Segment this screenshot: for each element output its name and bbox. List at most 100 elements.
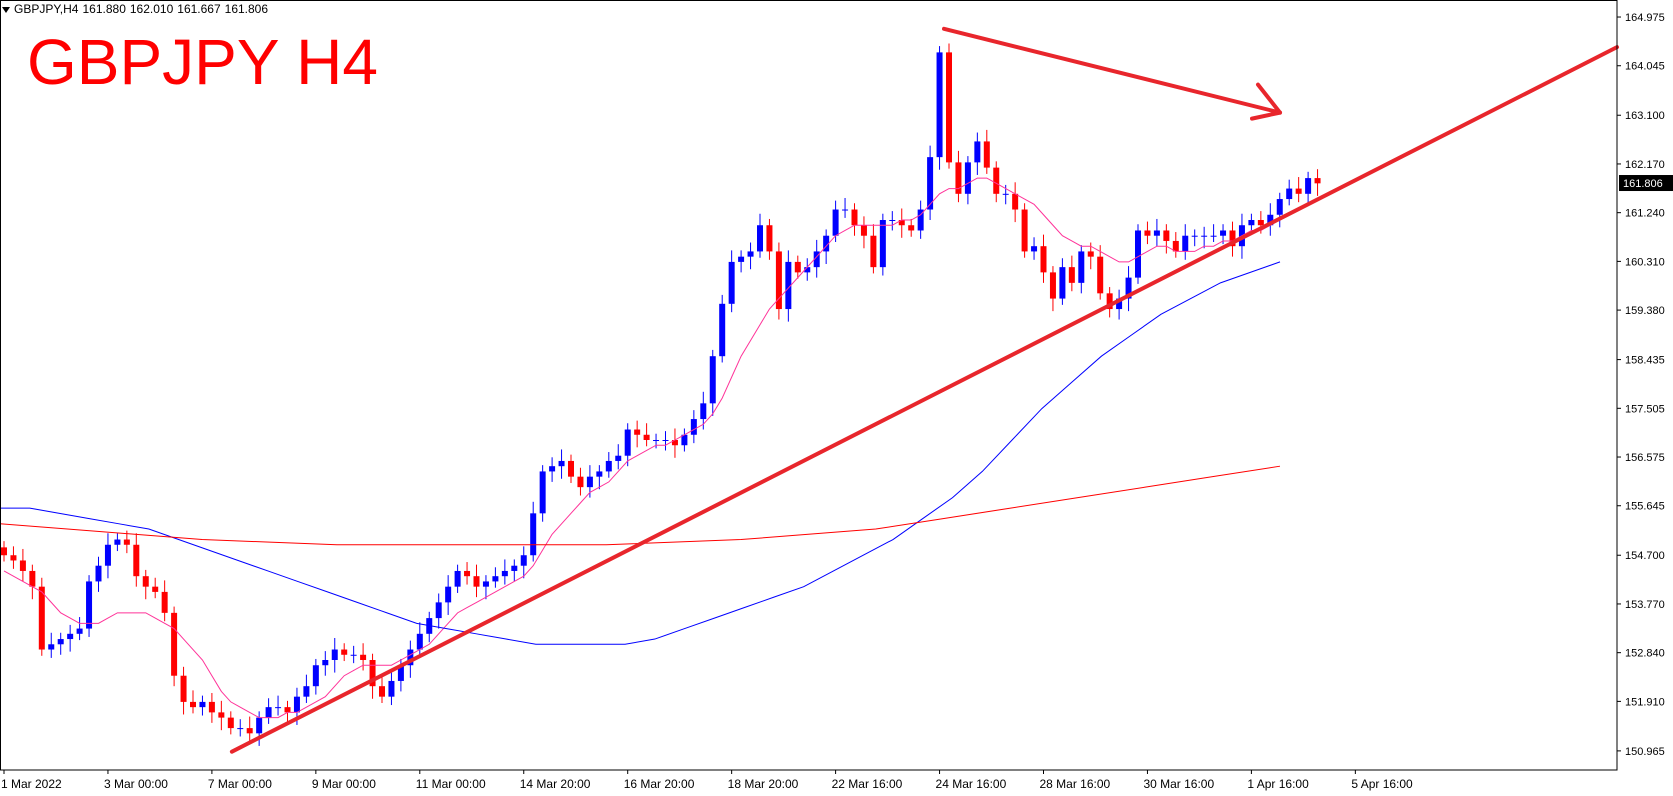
candle-body [568, 460, 574, 477]
candle-body [898, 220, 905, 226]
candle-body [549, 466, 556, 472]
moving-averages-layer [0, 177, 1281, 719]
candle-body [341, 649, 348, 655]
candle-body [1314, 178, 1321, 184]
candle-body [1276, 199, 1283, 215]
candle-body [671, 440, 678, 446]
x-tick-label: 30 Mar 16:00 [1143, 777, 1214, 791]
high-value: 162.010 [129, 2, 174, 16]
candle-body [48, 644, 55, 650]
candle-body [813, 251, 820, 268]
candle-body [1012, 193, 1019, 210]
y-tick-label: 155.645 [1625, 501, 1665, 513]
candle-body [539, 471, 546, 514]
x-tick-label: 22 Mar 16:00 [832, 777, 903, 791]
candle-body [1021, 209, 1028, 252]
candle-body [123, 539, 130, 545]
close-value: 161.806 [224, 2, 269, 16]
candle-body [653, 440, 660, 441]
candle-body [388, 680, 395, 697]
candle-body [397, 665, 404, 681]
y-tick-label: 154.700 [1625, 550, 1665, 562]
y-tick-label: 161.240 [1625, 208, 1665, 220]
x-tick-label: 11 Mar 00:00 [416, 777, 486, 791]
candle-body [10, 555, 17, 561]
candle-body [86, 581, 93, 629]
uptrend-line [229, 45, 1619, 754]
candle-body [1201, 235, 1208, 237]
candle-body [350, 654, 357, 656]
candle-body [133, 544, 140, 577]
candle-body [851, 209, 858, 226]
candle-body [974, 141, 981, 163]
y-tick-label: 156.575 [1625, 452, 1665, 464]
candle-body [530, 513, 537, 556]
candle-body [482, 581, 489, 587]
y-tick-label: 158.435 [1625, 355, 1665, 367]
candle-body [303, 686, 310, 697]
candle-body [577, 476, 584, 488]
candle-body [265, 707, 272, 718]
candles-layer [1, 43, 1321, 746]
x-tick-label: 1 Mar 2022 [1, 777, 62, 791]
y-tick-label: 163.100 [1625, 110, 1665, 122]
y-tick-label: 152.840 [1625, 648, 1665, 660]
candle-body [1267, 214, 1274, 226]
candle-body [681, 434, 688, 446]
dropdown-triangle-icon[interactable] [2, 6, 10, 13]
candle-body [454, 570, 461, 587]
y-tick-label: 162.170 [1625, 159, 1665, 171]
candle-body [237, 728, 244, 730]
candle-body [293, 696, 300, 713]
candle-body [180, 675, 187, 702]
candle-body [1135, 230, 1141, 278]
candle-body [1144, 230, 1151, 236]
candle-body [1068, 267, 1075, 283]
candle-body [794, 261, 801, 273]
candle-body [927, 157, 934, 210]
candle-body [1191, 235, 1198, 237]
y-tick-label: 164.975 [1625, 12, 1665, 24]
candle-body [1125, 277, 1132, 299]
candle-body [1257, 220, 1264, 226]
candle-body [57, 639, 64, 645]
candle-body [757, 225, 763, 252]
candle-body [1002, 193, 1009, 195]
candle-body [1163, 230, 1170, 241]
candle-body [369, 660, 376, 687]
candle-body [1210, 235, 1217, 237]
candle-body [596, 471, 603, 477]
candle-body [823, 235, 830, 252]
candle-body [1087, 251, 1094, 257]
candle-body [842, 209, 849, 211]
candle-body [312, 665, 319, 687]
candle-body [804, 267, 811, 273]
candle-body [142, 576, 149, 587]
candle-body [983, 141, 990, 168]
candle-body [738, 256, 745, 262]
x-tick-label: 1 Apr 16:00 [1247, 777, 1309, 791]
candle-body [322, 660, 329, 666]
candle-body [29, 570, 36, 587]
candle-body [435, 602, 442, 619]
candle-body [700, 403, 707, 420]
candle-body [624, 429, 631, 456]
candle-body [520, 555, 527, 566]
candle-body [690, 419, 697, 435]
candle-body [860, 225, 867, 236]
candle-body [199, 701, 206, 708]
candle-body [1116, 298, 1123, 310]
ma-slow-line [0, 465, 1281, 546]
x-tick-label: 28 Mar 16:00 [1040, 777, 1111, 791]
chart-header: GBPJPY,H4 161.880 162.010 161.667 161.806 [2, 2, 272, 16]
candle-body [76, 628, 83, 634]
candle-body [728, 261, 735, 304]
candle-body [190, 701, 196, 708]
open-value: 161.880 [82, 2, 126, 16]
candle-body [67, 633, 74, 640]
candle-body [870, 235, 877, 268]
candle-body [19, 560, 26, 571]
candle-body [1059, 267, 1066, 299]
